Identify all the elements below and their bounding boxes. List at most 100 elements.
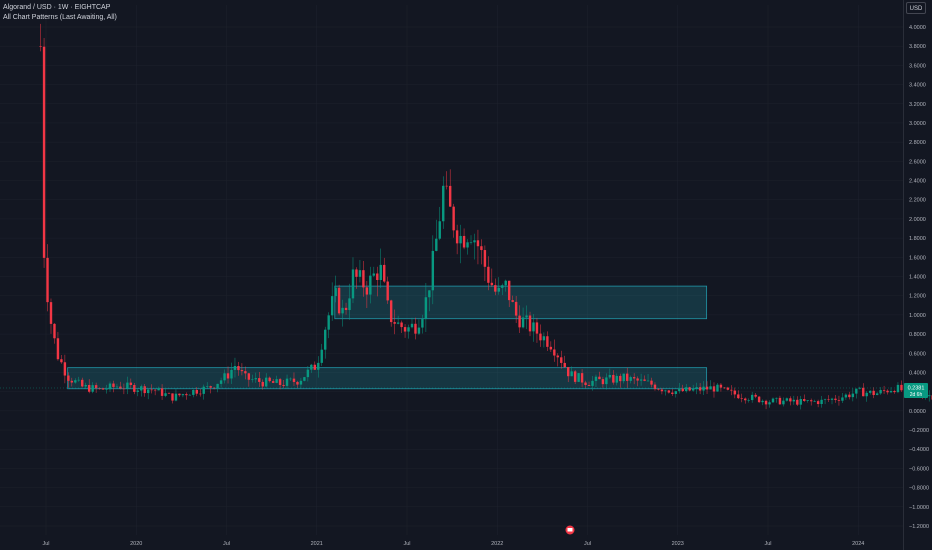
candle-body [459,235,462,244]
y-tick-label: 2.4000 [909,179,926,185]
candle-body [709,386,712,390]
candle-body [285,378,289,386]
candle-body [629,377,632,381]
candle-body [539,333,542,341]
candle-body [622,373,625,382]
candle-body [348,298,351,311]
time-axis[interactable]: Jul2020Jul2021Jul2022Jul2023Jul2024Jul20… [42,541,932,547]
candle-body [379,264,382,280]
candle-body [535,322,539,334]
candle-body [560,357,563,363]
candle-body [275,379,278,383]
candle-body [494,285,497,292]
y-tick-label: −1.2000 [909,524,929,530]
candles [39,23,932,410]
candle-body [296,381,299,385]
candle-body [358,270,362,277]
candle-body [219,380,223,384]
y-tick-label: −0.2000 [909,428,929,434]
candle-body [664,390,667,392]
candle-body [237,365,240,371]
candle-body [126,382,129,389]
candle-body [140,386,143,391]
candle-body [879,389,882,394]
candle-body [435,238,438,251]
candle-body [299,380,303,385]
y-tick-label: 3.4000 [909,83,926,89]
candle-body [327,315,330,330]
candle-body [497,287,500,292]
candle-body [56,338,60,360]
y-tick-label: −1.0000 [909,505,929,511]
candle-body [254,378,257,380]
candle-body [747,400,750,401]
candle-body [896,384,900,393]
candle-body [383,264,386,282]
candle-body [122,388,126,390]
candle-body [199,393,202,395]
candle-body [119,386,122,389]
candle-body [167,393,171,394]
candle-body [244,371,247,374]
candle-body [820,399,823,405]
candle-body [865,392,868,397]
x-tick-label: Jul [42,541,49,547]
candle-body [53,323,56,339]
y-tick-label: 0.6000 [909,351,926,357]
candle-body [813,401,816,402]
candle-body [362,270,365,288]
y-tick-label: −0.4000 [909,447,929,453]
candle-body [511,300,514,302]
candle-body [553,349,556,356]
pattern-zone [334,285,708,320]
candle-body [667,390,671,393]
candle-body [737,394,740,399]
candle-body [851,393,855,398]
candle-body [178,393,181,396]
candle-body [705,386,709,390]
candle-body [171,393,174,401]
candle-body [598,376,601,380]
candle-body [789,398,792,402]
candle-body [757,396,761,403]
candle-body [310,364,313,370]
candle-body [490,282,494,286]
candle-body [584,382,587,386]
candle-body [313,364,317,370]
y-tick-label: 0.8000 [909,332,926,338]
x-tick-label: Jul [223,541,230,547]
candle-body [809,400,813,402]
candle-body [129,382,133,385]
candle-body [46,257,49,303]
candle-body [744,398,747,401]
candle-body [258,378,261,382]
candle-body [403,327,407,332]
event-flag-icon[interactable] [565,525,575,535]
candle-body [223,373,226,381]
indicator-title[interactable]: All Chart Patterns (Last Awaiting, All) [3,14,117,21]
candle-body [567,367,570,377]
candle-body [365,287,369,295]
y-tick-label: 1.2000 [909,294,926,300]
candle-body [442,185,445,222]
candle-body [570,371,573,377]
candle-body [386,281,389,301]
candle-body [900,384,903,391]
candle-body [671,392,674,394]
candle-body [754,394,757,397]
candle-body [681,388,684,392]
candle-body [94,385,98,389]
candle-body [848,394,851,398]
currency-button[interactable]: USD [906,2,926,14]
candle-body [74,380,77,383]
candle-body [549,346,553,350]
candle-body [678,388,681,392]
candle-body [216,383,219,389]
candle-body [146,389,150,394]
price-axis[interactable]: 4.0000 3.8000 3.6000 3.4000 3.2000 3.0000 2.80… [903,0,930,550]
y-tick-label: 2.2000 [909,198,926,204]
x-tick-label: Jul [584,541,591,547]
symbol-title[interactable]: Algorand / USD · 1W · EIGHTCAP [3,4,111,11]
